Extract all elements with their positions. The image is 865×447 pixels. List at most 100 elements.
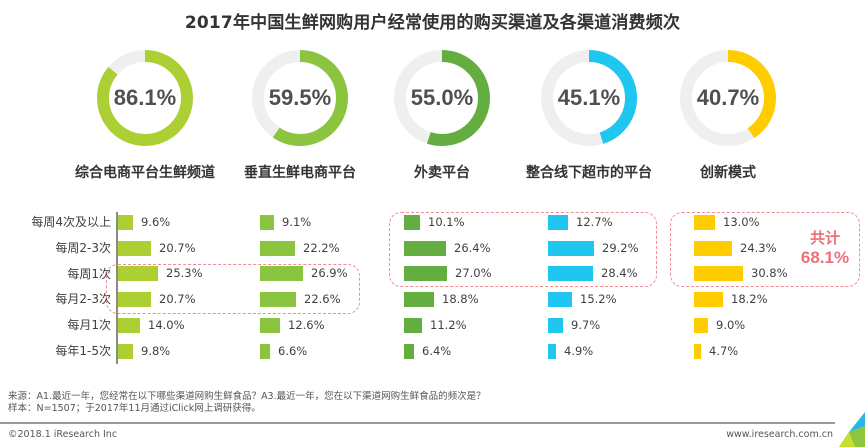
bar [118, 266, 158, 281]
bar-value-label: 4.9% [564, 344, 594, 358]
bar-value-label: 30.8% [751, 266, 788, 280]
bar-value-label: 20.7% [159, 241, 196, 255]
bar [260, 241, 295, 256]
donut-innovative: 40.7% [678, 48, 778, 148]
bar [694, 215, 715, 230]
donut-takeaway: 55.0% [392, 48, 492, 148]
row-label-weekly-1: 每周1次 [67, 267, 111, 281]
bar [404, 241, 446, 256]
donut-ring [680, 50, 776, 146]
bar [404, 266, 447, 281]
bar [118, 292, 151, 307]
bar [404, 215, 420, 230]
channel-label-takeaway: 外卖平台 [414, 165, 470, 181]
row-label-monthly-1: 每月1次 [67, 318, 111, 332]
donut-ring [252, 50, 348, 146]
source-line-1: 来源：A1.最近一年，您经常在以下哪些渠道网购生鲜食品？A3.最近一年，您在以下… [8, 391, 486, 402]
axis-line [116, 212, 118, 364]
row-label-monthly-2-3: 每月2-3次 [55, 292, 111, 306]
footer-divider [0, 422, 835, 424]
bar [404, 292, 434, 307]
bar-value-label: 18.8% [442, 292, 479, 306]
bar [404, 318, 422, 333]
bar [548, 266, 593, 281]
bar-value-label: 9.7% [571, 318, 601, 332]
bar-value-label: 22.6% [304, 292, 341, 306]
bar-value-label: 13.0% [723, 215, 760, 229]
bar-value-label: 9.1% [282, 215, 312, 229]
donut-ring [394, 50, 490, 146]
bar-value-label: 15.2% [580, 292, 617, 306]
bar [694, 266, 743, 281]
donut-ring [541, 50, 637, 146]
bar-value-label: 9.8% [141, 344, 171, 358]
donut-ring [97, 50, 193, 146]
source-note: 来源：A1.最近一年，您经常在以下哪些渠道网购生鲜食品？A3.最近一年，您在以下… [8, 391, 486, 415]
brand-corner-icon [839, 412, 865, 447]
bar-value-label: 12.7% [576, 215, 613, 229]
bar [404, 344, 414, 359]
channel-label-supermarket: 整合线下超市的平台 [526, 165, 652, 181]
bar-value-label: 9.6% [141, 215, 171, 229]
total-annotation-value: 68.1% [800, 248, 850, 267]
bar-value-label: 6.6% [278, 344, 308, 358]
donut-comprehensive: 86.1% [95, 48, 195, 148]
bar-value-label: 29.2% [602, 241, 639, 255]
bar-value-label: 4.7% [709, 344, 739, 358]
highlight-box-right [670, 212, 860, 287]
channel-label-vertical: 垂直生鲜电商平台 [244, 165, 356, 181]
bar [548, 344, 556, 359]
bar-value-label: 26.4% [454, 241, 491, 255]
bar-value-label: 14.0% [148, 318, 185, 332]
bar [118, 241, 151, 256]
bar-value-label: 28.4% [601, 266, 638, 280]
website-link[interactable]: www.iresearch.com.cn [726, 429, 833, 440]
bar [118, 344, 133, 359]
bar [260, 266, 303, 281]
bar [548, 318, 563, 333]
chart-title: 2017年中国生鲜网购用户经常使用的购买渠道及各渠道消费频次 [184, 13, 681, 33]
bar [694, 292, 723, 307]
bar-value-label: 11.2% [430, 318, 467, 332]
bar [548, 241, 594, 256]
bar-value-label: 24.3% [740, 241, 777, 255]
donut-value: 86.1% [113, 85, 177, 110]
row-label-weekly-4plus: 每周4次及以上 [31, 215, 111, 229]
bar-value-label: 10.1% [428, 215, 465, 229]
bar-value-label: 9.0% [716, 318, 746, 332]
bar [548, 292, 572, 307]
bar-value-label: 12.6% [288, 318, 325, 332]
donut-value: 55.0% [410, 85, 474, 110]
copyright: ©2018.1 iResearch Inc [8, 429, 118, 440]
donut-vertical: 59.5% [250, 48, 350, 148]
bar-value-label: 20.7% [159, 292, 196, 306]
donut-value: 59.5% [268, 85, 332, 110]
bar [694, 241, 732, 256]
bar-value-label: 26.9% [311, 266, 348, 280]
row-label-weekly-2-3: 每周2-3次 [55, 241, 111, 255]
bar [260, 318, 280, 333]
bar-value-label: 6.4% [422, 344, 452, 358]
channel-label-comprehensive: 综合电商平台生鲜频道 [75, 165, 215, 181]
bar [694, 344, 701, 359]
bar [260, 344, 270, 359]
total-annotation: 共计 68.1% [790, 228, 860, 268]
channel-label-innovative: 创新模式 [700, 165, 756, 181]
donut-value: 40.7% [696, 85, 760, 110]
bar [548, 215, 568, 230]
donut-value: 45.1% [557, 85, 621, 110]
highlight-box-left [106, 264, 360, 314]
source-line-2: 样本：N=1507；于2017年11月通过iClick网上调研获得。 [8, 403, 261, 414]
bar-value-label: 27.0% [455, 266, 492, 280]
bar [118, 215, 133, 230]
bar-value-label: 18.2% [731, 292, 768, 306]
total-annotation-label: 共计 [809, 229, 840, 247]
bar [694, 318, 708, 333]
bar-value-label: 25.3% [166, 266, 203, 280]
highlight-box-middle [389, 212, 657, 287]
bar [260, 215, 274, 230]
donut-supermarket: 45.1% [539, 48, 639, 148]
bar [260, 292, 296, 307]
bar-value-label: 22.2% [303, 241, 340, 255]
bar [118, 318, 140, 333]
